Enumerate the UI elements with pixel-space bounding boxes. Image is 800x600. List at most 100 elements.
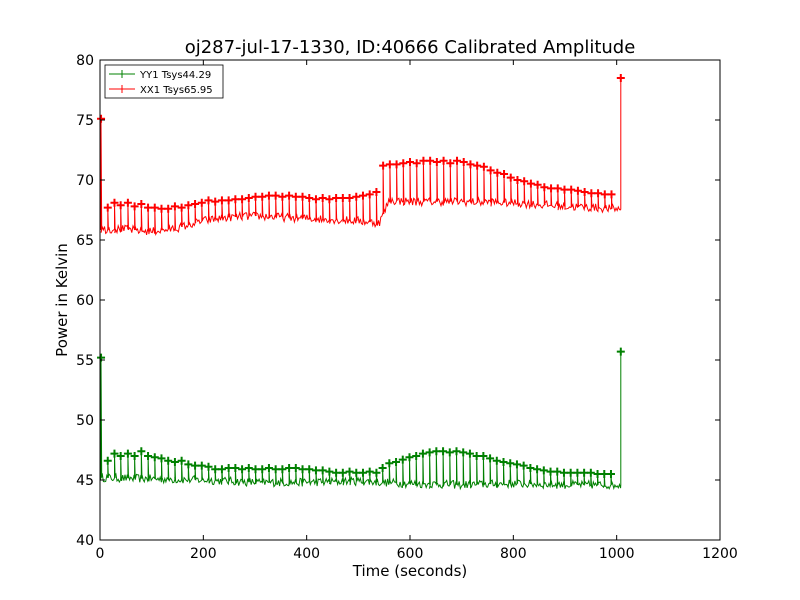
series-marker	[385, 160, 394, 169]
series-marker	[238, 195, 247, 204]
series-marker	[378, 464, 387, 472]
series-marker	[251, 192, 260, 201]
series-marker	[533, 465, 542, 474]
series-marker	[553, 184, 562, 193]
series-marker	[406, 158, 414, 166]
series-marker	[459, 448, 468, 457]
y-tick-label: 65	[76, 233, 94, 249]
series-marker	[425, 448, 434, 457]
series-marker	[184, 201, 193, 210]
series-marker	[217, 196, 226, 205]
series-marker	[110, 198, 119, 207]
series-marker	[191, 200, 200, 208]
series-marker	[446, 159, 455, 168]
series-marker	[231, 195, 240, 204]
series-marker	[345, 194, 354, 202]
legend-label: XX1 Tsys65.95	[140, 85, 213, 96]
series-marker	[533, 180, 542, 189]
series-marker	[506, 173, 515, 182]
x-tick-label: 400	[293, 546, 320, 562]
series-marker	[291, 192, 300, 201]
series-marker	[473, 161, 482, 170]
series-marker	[486, 454, 495, 463]
series-marker	[419, 156, 428, 165]
series-marker	[500, 170, 509, 178]
legend-box	[104, 64, 224, 99]
series-marker	[325, 467, 334, 476]
series-marker	[345, 467, 354, 476]
series-marker	[231, 464, 240, 472]
series-marker	[465, 449, 474, 458]
series-line	[99, 351, 622, 491]
series-marker	[520, 177, 529, 186]
series-marker	[271, 465, 280, 474]
x-tick-label: 600	[397, 546, 424, 562]
series-marker	[291, 464, 300, 472]
series-marker	[412, 452, 421, 460]
series-marker	[278, 465, 287, 474]
series-marker	[466, 160, 475, 169]
series-marker	[586, 468, 595, 477]
series-marker	[264, 191, 273, 200]
series-marker	[137, 200, 146, 208]
series-marker	[116, 201, 125, 210]
series-marker	[385, 459, 394, 468]
series-marker	[547, 184, 556, 193]
legend-item: XX1 Tsys65.95	[109, 85, 213, 96]
series-marker	[546, 467, 555, 476]
series-marker	[398, 455, 407, 464]
series-marker	[600, 190, 609, 199]
series-marker	[184, 460, 193, 469]
series-marker	[150, 453, 159, 462]
series-marker	[358, 191, 367, 200]
series-marker	[137, 447, 146, 456]
y-tick-label: 50	[76, 413, 94, 429]
series-marker	[170, 202, 179, 211]
series-marker	[540, 183, 549, 192]
x-tick-label: 0	[96, 546, 105, 562]
x-tick-label: 1000	[599, 546, 635, 562]
series-marker	[392, 458, 401, 466]
series-marker	[244, 194, 253, 202]
y-tick-label: 40	[76, 533, 94, 549]
series-marker	[512, 460, 521, 469]
series-marker	[211, 197, 220, 206]
series-marker	[372, 468, 381, 477]
series-line	[99, 78, 622, 237]
series-marker	[580, 188, 589, 196]
series-marker	[372, 188, 381, 196]
series-marker	[285, 464, 294, 472]
legend: YY1 Tsys44.29 XX1 Tsys65.95	[104, 64, 224, 99]
series-marker	[197, 198, 206, 207]
series-marker	[191, 461, 200, 470]
series-marker	[144, 203, 153, 212]
series-marker	[238, 465, 247, 474]
series-marker	[587, 189, 596, 198]
series-marker	[594, 189, 603, 198]
series-marker	[418, 449, 427, 458]
series-marker	[573, 468, 582, 477]
series-marker	[305, 465, 314, 474]
series-marker	[432, 158, 441, 166]
series-marker	[492, 456, 501, 465]
legend-marker	[118, 85, 126, 93]
chart-title: oj287-jul-17-1330, ID:40666 Calibrated A…	[185, 37, 636, 58]
y-tick-label: 70	[76, 173, 94, 189]
series-marker	[616, 74, 625, 82]
series-marker	[338, 194, 347, 202]
series-marker	[318, 466, 327, 475]
series-marker	[553, 467, 562, 476]
series-marker	[271, 191, 280, 200]
series-marker	[560, 185, 569, 194]
series-marker	[459, 158, 468, 166]
x-axis-label: Time (seconds)	[352, 562, 468, 580]
series-marker	[432, 447, 441, 456]
series-marker	[439, 447, 448, 456]
series-1	[97, 347, 625, 491]
y-tick-label: 75	[76, 113, 94, 129]
legend-marker	[118, 70, 126, 78]
series-marker	[365, 190, 374, 199]
series-marker	[224, 464, 233, 472]
series-marker	[311, 466, 320, 475]
legend-item: YY1 Tsys44.29	[109, 70, 211, 81]
